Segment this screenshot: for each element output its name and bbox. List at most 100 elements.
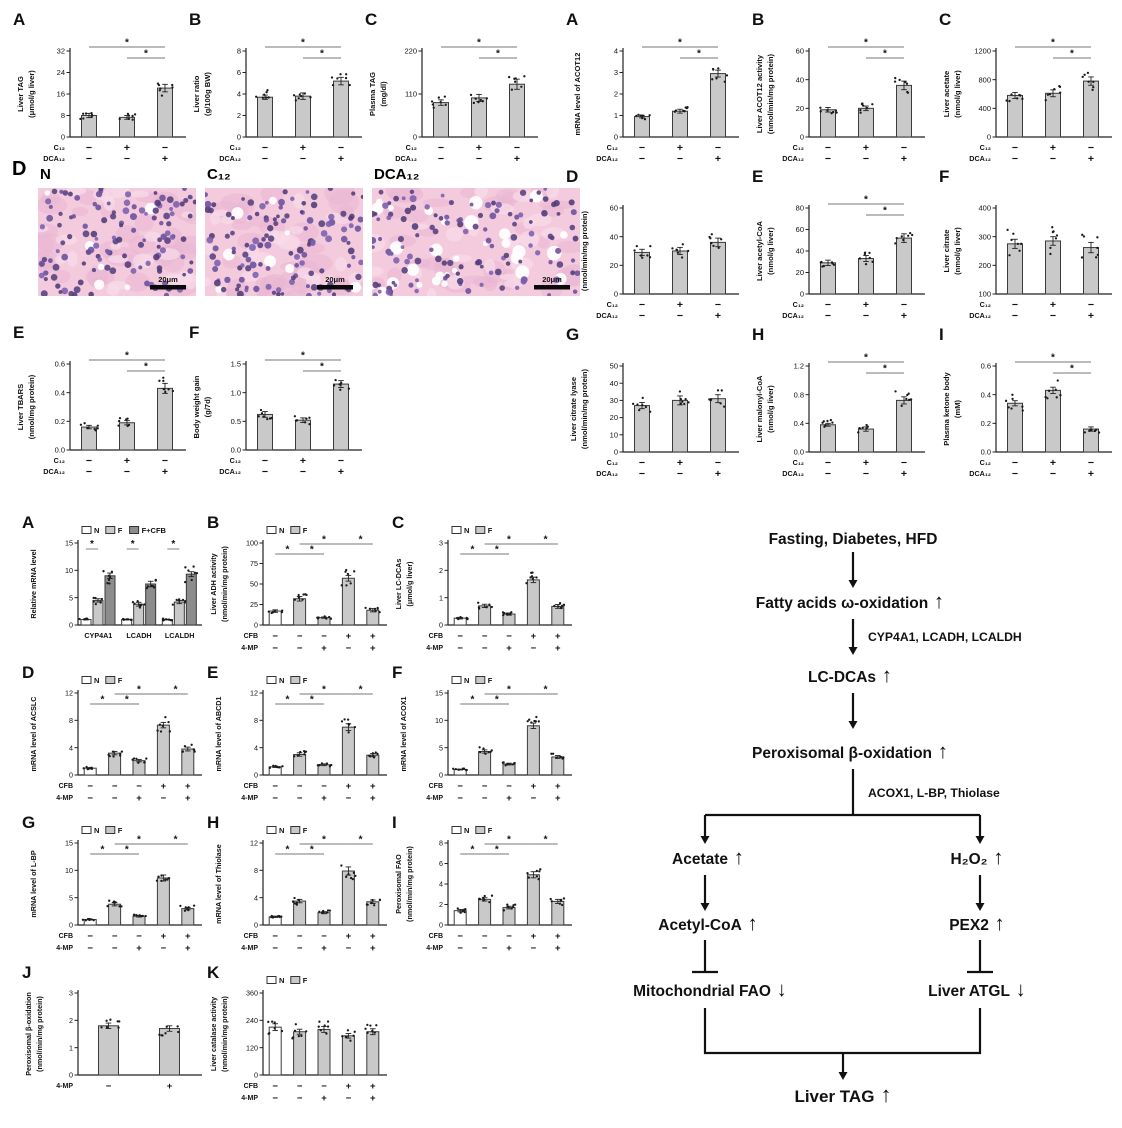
data-point xyxy=(370,901,373,905)
data-point xyxy=(478,898,482,901)
data-point xyxy=(681,243,684,246)
data-point xyxy=(528,718,531,721)
data-point xyxy=(255,95,258,98)
y-tick-label: 0 xyxy=(439,921,443,930)
y-tick-label: 20 xyxy=(610,413,618,422)
data-point xyxy=(683,402,686,406)
diagram-node-trigger: Fasting, Diabetes, HFD xyxy=(769,531,938,548)
data-point xyxy=(465,617,468,620)
data-point xyxy=(265,96,268,99)
panel-letter-blD: D xyxy=(22,663,34,682)
data-point xyxy=(325,617,328,620)
data-point xyxy=(302,593,305,596)
data-point xyxy=(140,915,143,918)
data-point xyxy=(126,618,130,621)
x-row-value: − xyxy=(297,781,303,792)
data-point xyxy=(829,418,833,422)
sig-star: * xyxy=(359,685,363,696)
y-tick-label: 0.0 xyxy=(981,448,991,457)
y-axis-title: Liver LC-DCAs xyxy=(394,559,403,610)
data-point xyxy=(320,762,324,765)
y-tick-label: 1 xyxy=(439,593,443,602)
data-point xyxy=(105,1019,108,1022)
diagram-node-acetyl-coa: Acetyl-CoA ↑ xyxy=(658,912,758,935)
x-row-value: − xyxy=(87,943,93,954)
x-row-value: + xyxy=(321,793,327,804)
x-row-label: C₁₂ xyxy=(980,458,991,467)
data-point xyxy=(135,913,138,917)
x-row-value: + xyxy=(185,943,191,954)
data-point xyxy=(1007,406,1010,409)
data-point xyxy=(819,106,822,109)
data-point xyxy=(158,89,161,92)
x-row-label: DCA₁₂ xyxy=(43,154,65,163)
x-row-value: + xyxy=(555,631,561,642)
panel-letter-trE: E xyxy=(752,167,763,186)
x-row-value: + xyxy=(185,931,191,942)
data-point xyxy=(716,389,720,392)
x-row-value: − xyxy=(161,793,167,804)
data-point xyxy=(560,606,563,610)
data-point xyxy=(326,1025,330,1028)
data-point xyxy=(894,242,897,245)
data-point xyxy=(106,582,109,585)
data-point xyxy=(118,754,122,757)
data-point xyxy=(84,919,87,922)
x-row-value: − xyxy=(86,142,92,154)
x-row-value: − xyxy=(124,153,130,163)
data-point xyxy=(479,98,482,102)
data-point xyxy=(534,720,537,723)
data-point xyxy=(1058,84,1061,88)
y-axis-title: Liver acetate xyxy=(942,71,951,117)
y-tick-label: 240 xyxy=(246,1016,258,1025)
data-point xyxy=(1054,388,1057,391)
data-point xyxy=(725,74,729,77)
data-point xyxy=(294,1023,297,1026)
y-tick-label: 0 xyxy=(237,133,241,142)
data-point xyxy=(861,426,864,429)
data-point xyxy=(871,103,874,106)
x-row-label: 4-MP xyxy=(426,945,443,952)
x-row-label: 4-MP xyxy=(241,945,258,952)
y-axis-title: Relative mRNA level xyxy=(29,549,38,618)
x-row-value: + xyxy=(370,931,376,942)
x-row-label: C₁₂ xyxy=(793,300,804,309)
x-row-value: − xyxy=(272,631,278,642)
y-tick-label: 80 xyxy=(796,204,804,213)
data-point xyxy=(348,83,351,87)
group-label: LCADH xyxy=(126,631,151,640)
legend-swatch xyxy=(105,826,116,834)
bar xyxy=(634,405,650,453)
y-axis-title: Body weight gain xyxy=(192,375,201,438)
x-row-value: − xyxy=(272,793,278,804)
data-point xyxy=(303,753,306,756)
y-axis-title: (nmol/min/mg protein) xyxy=(580,210,589,291)
legend-label: N xyxy=(94,526,99,535)
bar xyxy=(293,900,307,926)
data-point xyxy=(304,593,307,596)
y-tick-label: 8 xyxy=(237,47,241,56)
sig-star: * xyxy=(495,845,499,856)
data-point xyxy=(635,114,638,118)
data-point xyxy=(643,118,647,121)
legend-label: F xyxy=(488,526,493,535)
x-row-value: + xyxy=(321,943,327,954)
data-point xyxy=(1091,88,1094,92)
y-tick-label: 40 xyxy=(796,247,804,256)
data-point xyxy=(437,96,440,99)
data-point xyxy=(472,101,476,105)
data-point xyxy=(371,752,375,755)
data-point xyxy=(90,767,94,771)
data-point xyxy=(430,100,434,103)
sig-star: * xyxy=(131,539,135,550)
data-point xyxy=(344,76,348,80)
data-point xyxy=(1010,93,1013,96)
chart-svg-blA: A 0 5 10 15 Relative mRNA level CYP4A1 LCADH LCA… xyxy=(22,513,202,640)
data-point xyxy=(109,1018,112,1021)
y-tick-label: 0 xyxy=(800,133,804,142)
data-point xyxy=(1044,99,1047,102)
y-tick-label: 0.0 xyxy=(55,446,65,455)
data-point xyxy=(525,582,528,585)
x-row-value: − xyxy=(639,153,645,163)
y-tick-label: 4 xyxy=(69,743,73,752)
